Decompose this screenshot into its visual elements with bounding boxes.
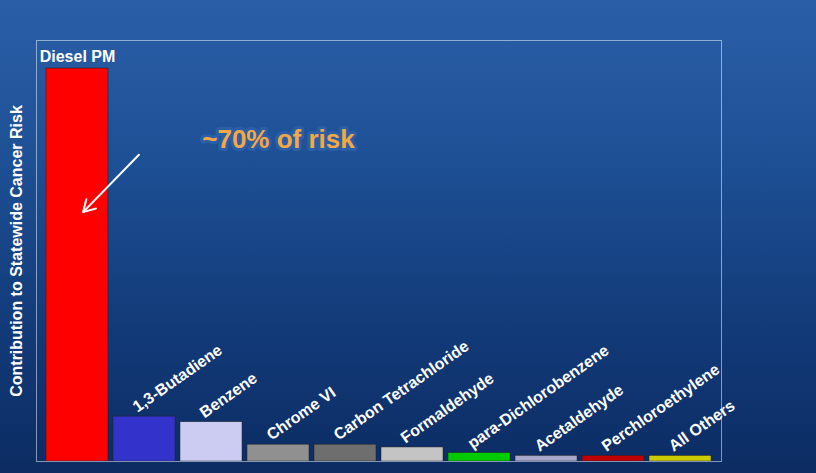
svg-text:Perchloroethylene: Perchloroethylene xyxy=(598,360,722,454)
svg-text:para-Dichlorobenzene: para-Dichlorobenzene xyxy=(464,341,612,452)
svg-text:1,3-Butadiene: 1,3-Butadiene xyxy=(129,341,226,416)
svg-text:All Others: All Others xyxy=(665,397,737,455)
svg-text:Acetaldehyde: Acetaldehyde xyxy=(531,380,627,455)
svg-text:Formaldehyde: Formaldehyde xyxy=(397,369,497,447)
svg-text:Diesel PM: Diesel PM xyxy=(40,48,116,65)
svg-text:~70% of risk: ~70% of risk xyxy=(202,124,355,154)
svg-text:Chrome VI: Chrome VI xyxy=(263,383,338,443)
svg-text:Contribution to Statewide Canc: Contribution to Statewide Cancer Risk xyxy=(8,105,25,397)
svg-text:Carbon Tetrachloride: Carbon Tetrachloride xyxy=(330,337,471,443)
svg-text:Benzene: Benzene xyxy=(196,369,260,421)
